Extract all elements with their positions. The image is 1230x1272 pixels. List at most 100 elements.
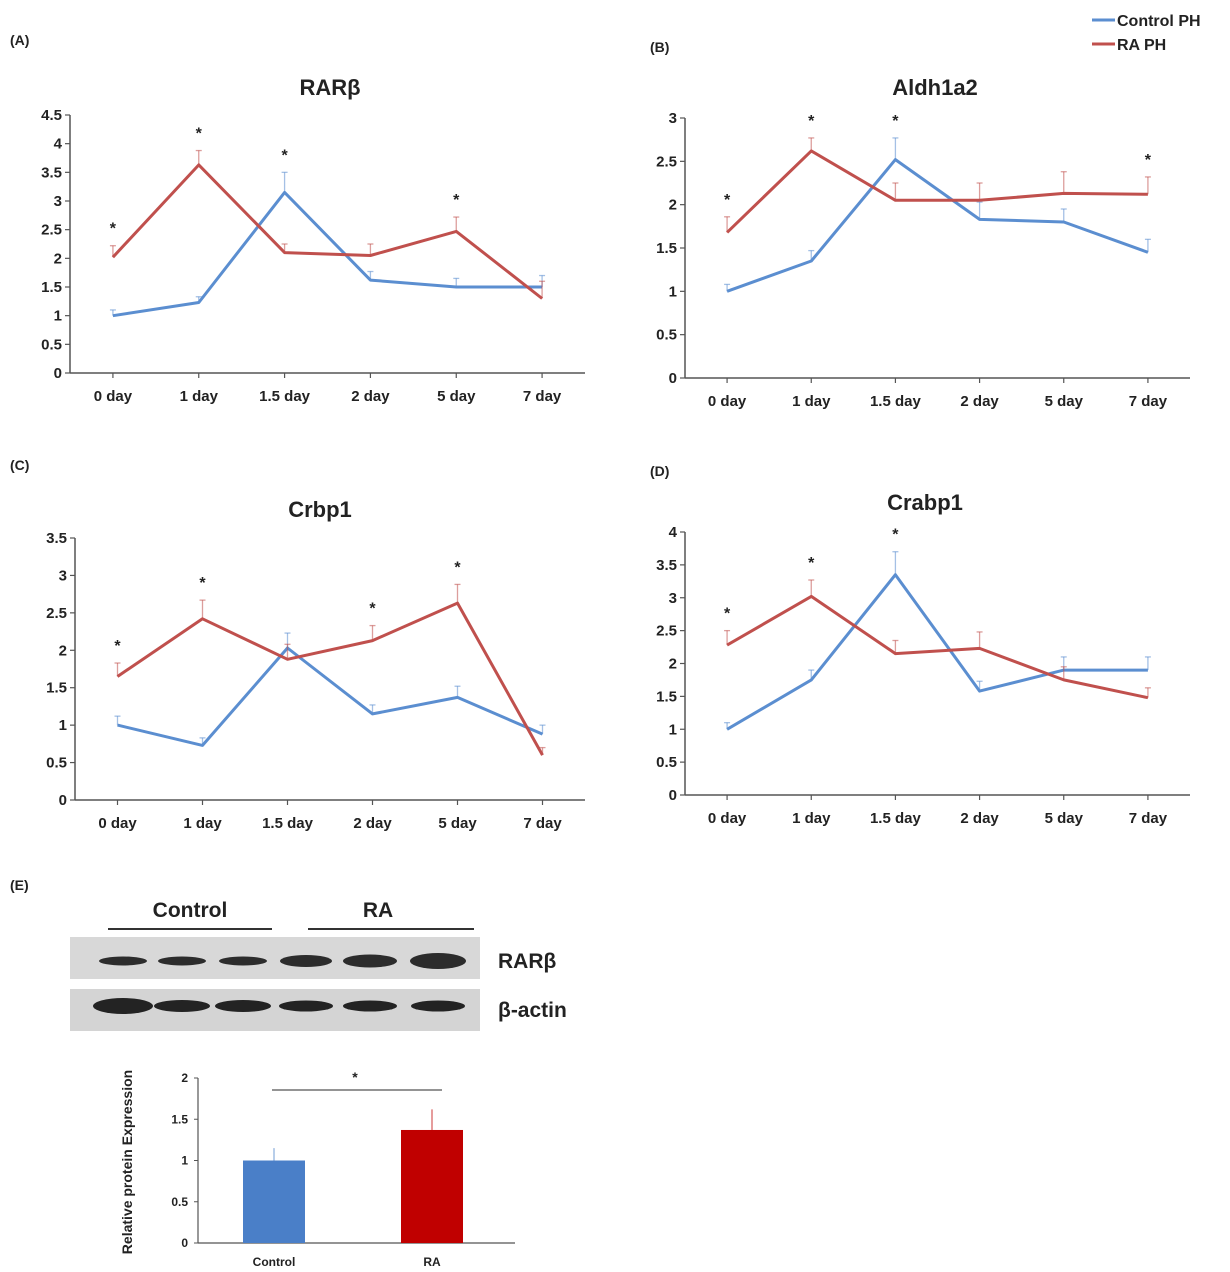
- panel-label: (D): [650, 463, 669, 479]
- x-tick-label: 2 day: [960, 393, 999, 410]
- y-tick-label: 3.5: [46, 530, 67, 547]
- chart-panel-c: (C) Crbp1 0 0.5 1 1.5 2 2.5 3 3.5 0 day 1 day 1.5 …: [10, 457, 585, 832]
- series-line-ra-ph: [726, 149, 1148, 234]
- blot-band-rarb: [219, 956, 267, 966]
- blot-band-rarb: [280, 955, 332, 967]
- plot-area: 0 0.5 1 1.5 2 2.5 3 3.5 4 0 day 1 day 1.5 day 2 day 5…: [656, 524, 1190, 827]
- western-blot: (E) Control RA RARβ β-actin: [10, 877, 567, 1031]
- y-tick-label: 0: [59, 792, 67, 809]
- bar-ra: [401, 1129, 463, 1243]
- y-tick-label: 2.5: [46, 605, 67, 622]
- x-tick-label: 0 day: [98, 815, 137, 832]
- blot-band-actin: [93, 998, 153, 1014]
- x-tick-label: 7 day: [523, 815, 562, 832]
- y-tick-label: 0.5: [656, 327, 677, 344]
- y-tick-label: 4: [669, 524, 678, 541]
- x-tick-label: 5 day: [437, 388, 476, 405]
- series-line-control-ph: [726, 158, 1149, 293]
- chart-title: Crabp1: [887, 490, 963, 515]
- bar-control: [243, 1160, 305, 1243]
- panel-label: (B): [650, 39, 669, 55]
- y-tick-label: 2: [669, 656, 677, 673]
- significance-marker: *: [454, 559, 461, 576]
- significance-marker: *: [1145, 152, 1152, 169]
- x-tick-label: 7 day: [1129, 393, 1168, 410]
- x-tick-label: 0 day: [708, 393, 747, 410]
- panel-label: (C): [10, 457, 29, 473]
- x-tick-label: 5 day: [1045, 393, 1084, 410]
- blot-band-rarb: [343, 954, 397, 968]
- y-tick-label: 0.5: [46, 755, 67, 772]
- significance-marker: *: [110, 221, 117, 238]
- series-line-ra-ph: [726, 594, 1149, 700]
- x-tick-label: 5 day: [438, 815, 477, 832]
- y-tick-label: 2: [54, 250, 62, 267]
- x-tick-label: 1 day: [180, 388, 219, 405]
- significance-marker: *: [892, 113, 899, 130]
- x-tick-label: 2 day: [353, 815, 392, 832]
- plot-area: 0 0.5 1 1.5 2 Control RA *: [171, 1069, 515, 1269]
- x-tick-label: 1 day: [792, 393, 831, 410]
- chart-panel-b: (B) Aldh1a2 0 0.5 1 1.5 2 2.5 3 0 day 1 day 1.5 d…: [650, 39, 1190, 410]
- y-tick-label: 0: [669, 370, 677, 387]
- blot-band-actin: [215, 1000, 271, 1012]
- chart-panel-a: (A) RARβ 0 0.5 1 1.5 2 2.5 3 3.5 4 4.5 0 day 1 day 1…: [10, 32, 585, 405]
- y-tick-label: 2: [181, 1071, 188, 1085]
- y-tick-label: 4.5: [41, 107, 62, 124]
- x-tick-label: 0 day: [94, 388, 133, 405]
- chart-title: Crbp1: [288, 497, 352, 522]
- y-tick-label: 0.5: [41, 336, 62, 353]
- panel-label: (A): [10, 32, 29, 48]
- blot-band-actin: [343, 1000, 397, 1012]
- y-tick-label: 3: [669, 590, 677, 607]
- chart-title: RARβ: [299, 75, 360, 100]
- blot-group-label-ra: RA: [363, 899, 393, 922]
- significance-marker: *: [453, 192, 460, 209]
- plot-area: 0 0.5 1 1.5 2 2.5 3 0 day 1 day 1.5 day 2 day 5 day…: [656, 110, 1190, 410]
- y-tick-label: 1: [181, 1154, 188, 1168]
- blot-band-actin: [279, 1000, 333, 1012]
- y-tick-label: 4: [54, 136, 63, 153]
- x-tick-label: 7 day: [523, 388, 562, 405]
- y-tick-label: 1.5: [41, 279, 62, 296]
- x-tick-label: 5 day: [1045, 810, 1084, 827]
- blot-bands: [93, 953, 466, 1014]
- y-tick-label: 2.5: [656, 623, 677, 640]
- x-tick-label: 1.5 day: [870, 393, 922, 410]
- y-tick-label: 1.5: [656, 240, 677, 257]
- chart-panel-d: (D) Crabp1 0 0.5 1 1.5 2 2.5 3 3.5 4 0 day 1 day 1.…: [650, 463, 1190, 827]
- significance-marker: *: [724, 192, 731, 209]
- plot-area: 0 0.5 1 1.5 2 2.5 3 3.5 0 day 1 day 1.5 day 2 day 5 …: [46, 530, 585, 832]
- significance-marker: *: [114, 638, 121, 655]
- y-tick-label: 3.5: [41, 164, 62, 181]
- blot-group-label-control: Control: [153, 899, 228, 922]
- x-tick-label: 2 day: [960, 810, 999, 827]
- significance-marker: *: [369, 601, 376, 618]
- y-tick-label: 0.5: [656, 754, 677, 771]
- x-tick-label: 0 day: [708, 810, 747, 827]
- y-tick-label: 1: [59, 717, 67, 734]
- blot-band-actin: [411, 1000, 465, 1012]
- blot-band-rarb: [158, 956, 206, 966]
- y-axis-label: Relative protein Expression: [119, 1070, 135, 1254]
- x-tick-label: 1 day: [792, 810, 831, 827]
- y-tick-label: 1: [669, 283, 677, 300]
- legend: Control PH RA PH: [1092, 13, 1201, 54]
- x-tick-label: 1 day: [183, 815, 222, 832]
- y-tick-label: 1: [54, 308, 62, 325]
- y-tick-label: 1: [669, 721, 677, 738]
- series-line-ra-ph: [111, 163, 544, 300]
- legend-label-control: Control PH: [1117, 13, 1201, 30]
- blot-band-rarb: [99, 956, 147, 966]
- significance-marker: *: [808, 113, 815, 130]
- x-tick-label: Control: [253, 1255, 296, 1269]
- significance-marker: *: [196, 126, 203, 143]
- significance-marker: *: [892, 527, 899, 544]
- significance-marker: *: [724, 606, 731, 623]
- plot-area: 0 0.5 1 1.5 2 2.5 3 3.5 4 4.5 0 day 1 day 1.5 day 2 d…: [41, 107, 585, 405]
- y-tick-label: 2.5: [41, 222, 62, 239]
- series-line-control-ph: [726, 573, 1148, 731]
- chart-title: Aldh1a2: [892, 75, 978, 100]
- y-tick-label: 0: [669, 787, 677, 804]
- panel-label: (E): [10, 877, 29, 893]
